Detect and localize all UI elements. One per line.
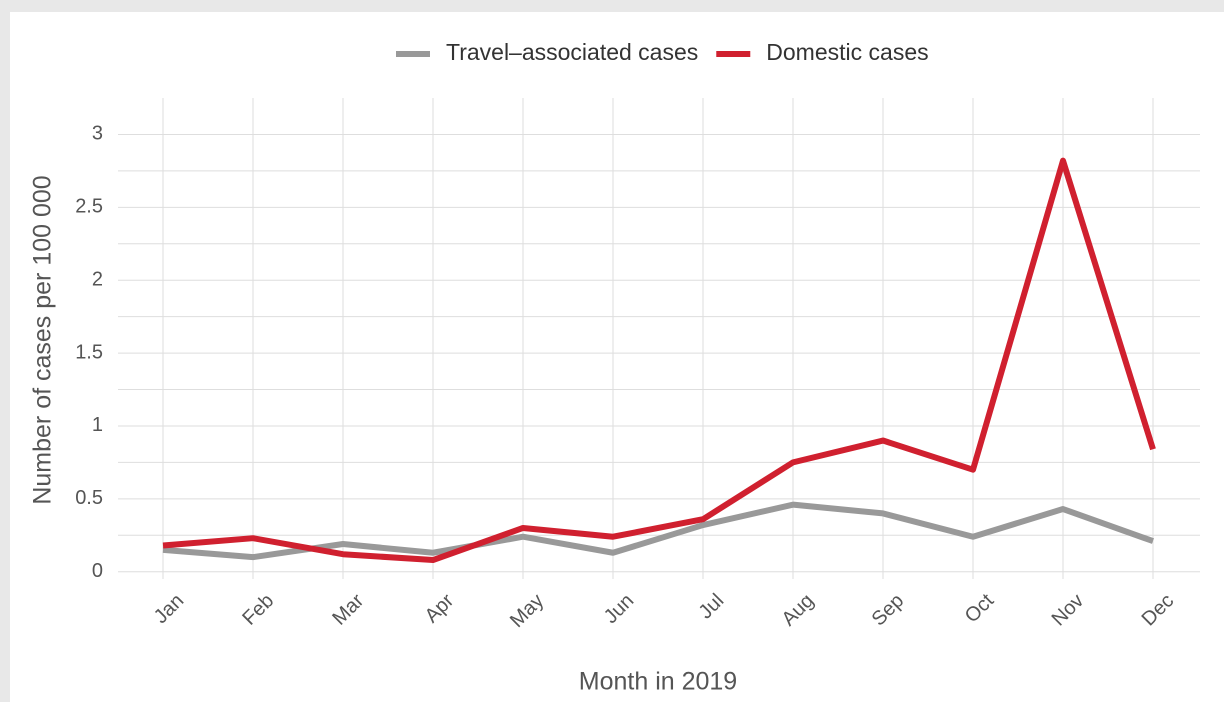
y-tick-label: 1.5 bbox=[75, 341, 103, 363]
y-tick-label: 2.5 bbox=[75, 196, 103, 218]
x-axis-title: Month in 2019 bbox=[579, 668, 737, 696]
y-tick-label: 0.5 bbox=[75, 487, 103, 509]
y-tick-label: 3 bbox=[92, 123, 103, 145]
legend-label: Travel–associated cases bbox=[446, 39, 698, 65]
legend-label: Domestic cases bbox=[766, 39, 928, 65]
y-tick-label: 0 bbox=[92, 560, 103, 582]
y-tick-label: 1 bbox=[92, 414, 103, 436]
y-tick-label: 2 bbox=[92, 268, 103, 290]
series-line bbox=[162, 501, 1155, 561]
series-line bbox=[162, 157, 1156, 564]
panel bbox=[10, 12, 1224, 702]
y-axis-title: Number of cases per 100 000 bbox=[29, 175, 57, 504]
